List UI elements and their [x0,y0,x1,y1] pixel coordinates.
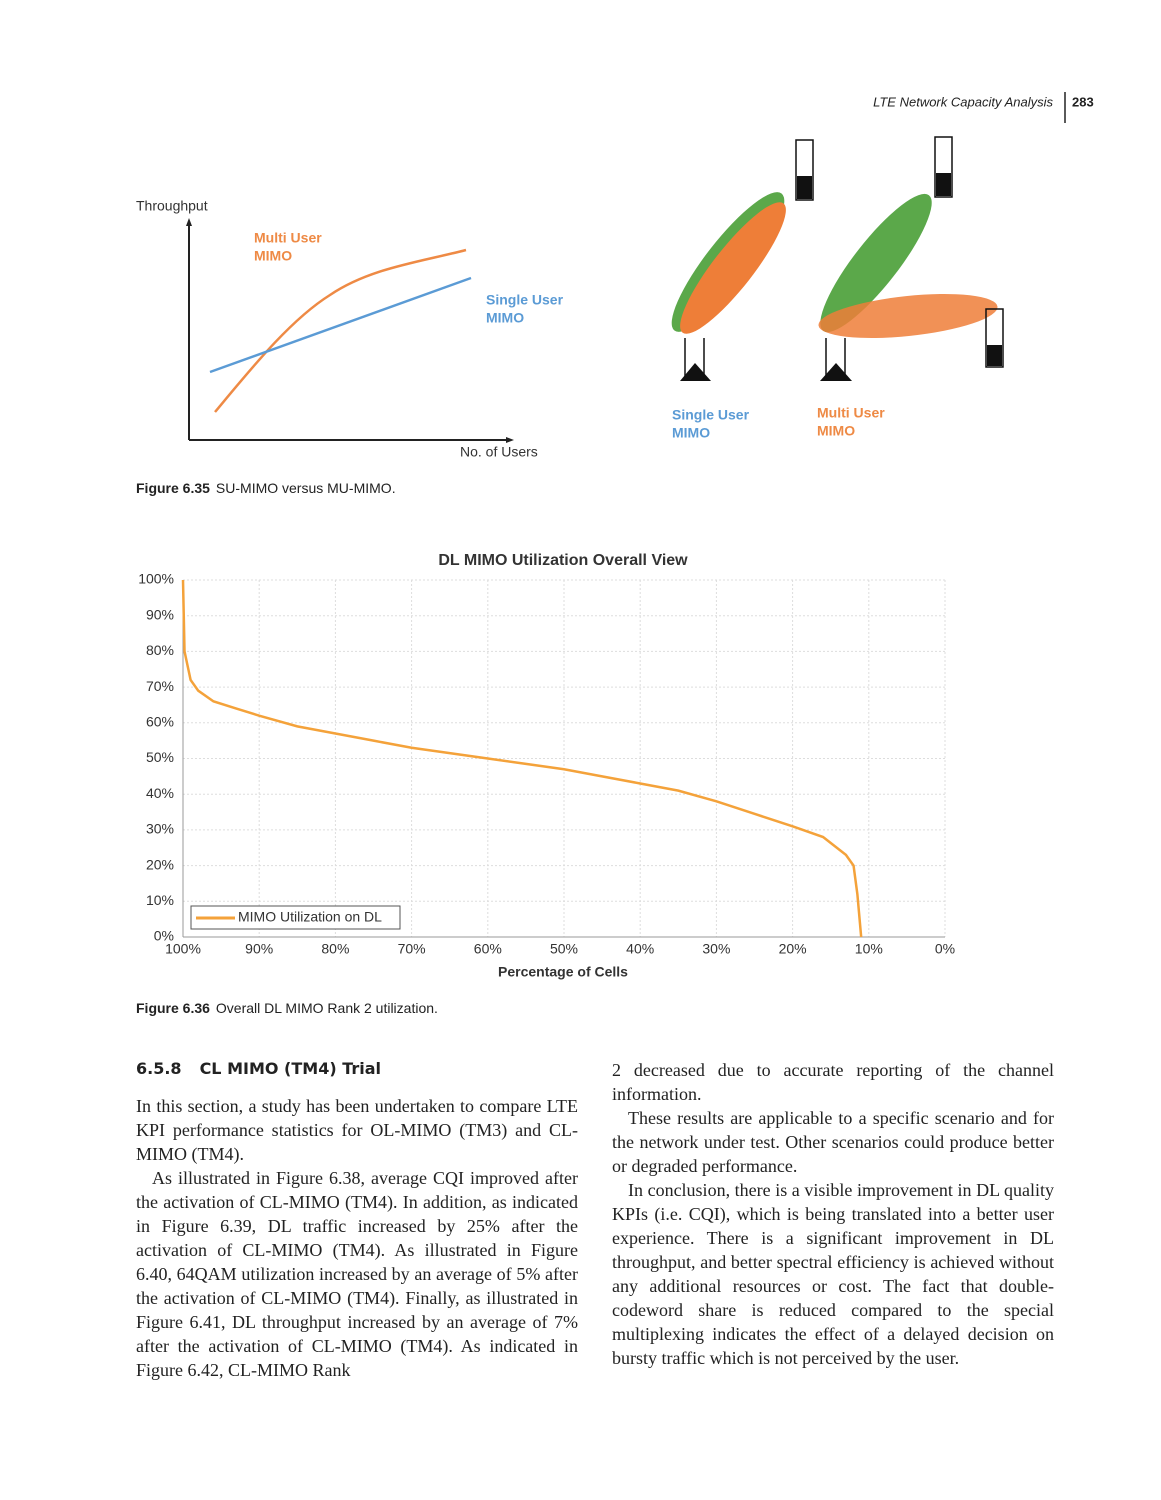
paragraph: 2 decreased due to accurate reporting of… [612,1060,1054,1104]
x-tick-label: 20% [779,941,807,957]
y-tick-label: 60% [146,714,174,730]
chart-title: DL MIMO Utilization Overall View [438,552,688,569]
y-tick-label: 90% [146,606,174,622]
x-tick-label: 60% [474,941,502,957]
x-tick-label: 0% [935,941,955,957]
y-tick-label: 80% [146,642,174,658]
caption-text: SU-MIMO versus MU-MIMO. [215,480,396,496]
legend-box [190,905,401,930]
y-tick-label: 0% [154,928,174,944]
x-axis-title: Percentage of Cells [498,964,628,980]
antenna-label: Multi User [817,405,885,421]
section-number: 6.5.8 [136,1059,182,1078]
figures: LTE Network Capacity Analysis 283 Throug… [136,92,1094,980]
mu-curve [214,248,467,413]
running-title: LTE Network Capacity Analysis [873,94,1053,109]
curve-label: Single User [486,292,564,308]
x-tick-label: 50% [550,941,578,957]
section-heading: 6.5.8 CL MIMO (TM4) Trial [136,1058,578,1080]
x-tick-label: 40% [626,941,654,957]
curve-label: Multi User [254,230,322,246]
data-line [181,579,863,938]
x-tick-label: 80% [321,941,349,957]
x-tick-label: 30% [702,941,730,957]
right-column: 2 decreased due to accurate reporting of… [612,1058,1054,1370]
y-tick-label: 100% [138,571,174,587]
x-axis-label: No. of Users [460,444,538,460]
paragraph: These results are applicable to a specif… [612,1108,1054,1176]
y-tick-label: 20% [146,856,174,872]
y-tick-label: 70% [146,678,174,694]
paragraph: In this section, a study has been undert… [136,1096,578,1164]
chart: 0% 10% 20% 30% 40% 50% 60% 70% 80% 90% 100% 100% 90%… [138,571,955,957]
caption-number: Figure 6.35 [136,480,210,496]
legend-label: MIMO Utilization on DL [238,909,382,925]
antenna-label: MIMO [672,425,710,441]
x-tick-label: 70% [398,941,426,957]
y-tick-label: 30% [146,821,174,837]
y-tick-label: 40% [146,785,174,801]
arrow [506,437,514,443]
su-curve [209,276,472,374]
x-tick-label: 90% [245,941,273,957]
antenna-diagram [671,136,1004,381]
caption-number: Figure 6.36 [136,1000,210,1016]
caption-text: Overall DL MIMO Rank 2 utilization. [215,1000,438,1016]
curve-label: MIMO [486,310,524,326]
y-axis-label: Throughput [136,198,208,214]
x-tick-label: 10% [855,941,883,957]
page-number: 283 [1072,94,1094,109]
y-tick-label: 10% [146,892,174,908]
x-tick-label: 100% [165,941,201,957]
antenna-label: MIMO [817,423,855,439]
curve-label: MIMO [254,248,292,264]
left-column: 6.5.8 CL MIMO (TM4) Trial In this section… [136,1058,578,1382]
y-tick-label: 50% [146,749,174,765]
paragraph: In conclusion, there is a visible improv… [612,1180,1054,1368]
paragraph: As illustrated in Figure 6.38, average C… [136,1168,578,1380]
caption: Figure 6.35 SU-MIMO versus MU-MIMO. [136,480,396,496]
caption: Figure 6.36 Overall DL MIMO Rank 2 utiliz… [136,1000,438,1016]
antenna-label: Single User [672,407,750,423]
section-title: CL MIMO (TM4) Trial [199,1059,382,1078]
arrow [186,218,192,226]
